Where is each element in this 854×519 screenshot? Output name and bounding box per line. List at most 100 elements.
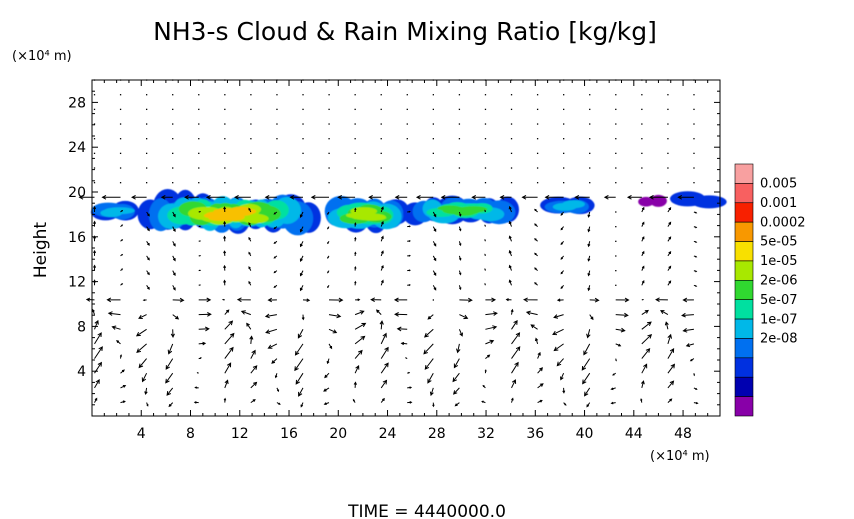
wind-vector xyxy=(485,325,498,330)
wind-vector xyxy=(101,194,121,200)
wind-vector xyxy=(146,226,150,232)
wind-vector xyxy=(144,387,148,396)
wind-vector xyxy=(328,328,338,334)
x-tick-label: 48 xyxy=(674,426,692,442)
wind-vector xyxy=(198,297,212,303)
wind-vector xyxy=(223,250,227,256)
wind-vector-dot xyxy=(328,123,330,125)
cloud-contour xyxy=(104,207,135,215)
wind-vector xyxy=(119,354,123,359)
wind-vector xyxy=(560,255,564,260)
wind-vector-dot xyxy=(667,108,669,111)
wind-vector-dot xyxy=(458,182,461,184)
wind-vector xyxy=(136,343,147,353)
wind-vector xyxy=(481,400,486,404)
wind-vector xyxy=(459,297,473,303)
wind-vector-dot xyxy=(224,152,226,155)
wind-vector-dot xyxy=(224,108,226,111)
wind-vector xyxy=(484,209,486,213)
wind-vector xyxy=(452,372,460,383)
wind-vector-dot xyxy=(510,138,513,140)
wind-vector xyxy=(534,208,538,213)
wind-vector xyxy=(146,285,150,290)
wind-vector xyxy=(693,284,698,287)
wind-vector xyxy=(224,346,234,359)
wind-vector-dot xyxy=(589,182,591,184)
wind-vector-dot xyxy=(432,152,434,155)
wind-vector-dot xyxy=(145,152,148,155)
wind-vector xyxy=(681,312,694,318)
wind-vector xyxy=(682,328,694,333)
cloud-contour xyxy=(358,214,387,221)
wind-vector-dot xyxy=(536,108,539,111)
wind-vector xyxy=(587,226,591,233)
wind-vector xyxy=(523,297,538,303)
wind-vector xyxy=(511,332,521,345)
wind-vector xyxy=(165,358,174,370)
wind-vector xyxy=(640,398,643,403)
wind-vector xyxy=(458,329,463,337)
y-tick-label: 12 xyxy=(68,275,86,291)
wind-vector-dot xyxy=(641,138,643,140)
wind-vector xyxy=(248,236,252,242)
wind-vector xyxy=(587,285,591,292)
wind-vector xyxy=(458,226,462,232)
wind-vector-dot xyxy=(328,138,330,140)
wind-vector xyxy=(484,268,486,271)
wind-vector xyxy=(655,297,668,303)
wind-vector xyxy=(106,297,121,303)
wind-vector xyxy=(380,362,389,374)
wind-vector-dot xyxy=(563,108,565,111)
wind-vector xyxy=(91,308,95,315)
wind-vector xyxy=(94,397,98,403)
wind-vector xyxy=(120,283,124,286)
wind-vector xyxy=(534,282,538,286)
wind-vector xyxy=(299,226,304,233)
wind-vector xyxy=(135,328,147,337)
wind-vector-dot xyxy=(484,108,487,111)
colorbar-swatch xyxy=(734,202,754,223)
wind-vector-dot xyxy=(93,123,96,125)
wind-vector-dot xyxy=(93,94,96,96)
wind-vector-dot xyxy=(667,167,669,169)
wind-vector xyxy=(224,332,235,345)
wind-vector xyxy=(693,270,698,273)
wind-vector-dot xyxy=(432,167,434,169)
wind-vector xyxy=(354,222,357,227)
wind-vector-dot xyxy=(458,152,461,155)
wind-vector-dot xyxy=(354,94,356,96)
wind-vector-dot xyxy=(615,255,617,257)
wind-vector xyxy=(224,320,234,330)
wind-vector xyxy=(667,363,676,374)
wind-vector xyxy=(380,379,388,389)
wind-vector-dot xyxy=(302,138,304,140)
wind-vector xyxy=(354,251,357,256)
wind-vector-dot xyxy=(536,182,539,184)
wind-vector xyxy=(120,385,127,389)
cloud-contour xyxy=(241,213,269,224)
wind-vector xyxy=(667,333,672,345)
wind-vector xyxy=(393,297,408,303)
wind-vector xyxy=(458,270,462,276)
wind-vector-dot xyxy=(563,94,565,96)
wind-vector xyxy=(544,194,564,200)
wind-vector xyxy=(485,339,495,345)
wind-vector-dot xyxy=(641,167,643,169)
colorbar-label: 0.005 xyxy=(760,177,797,192)
wind-vector xyxy=(326,358,330,365)
y-axis: 4 8 12 16 20 24 28 xyxy=(68,90,720,406)
wind-vector xyxy=(223,220,227,227)
wind-vector-dot xyxy=(250,123,252,125)
wind-vector-dot xyxy=(302,123,304,125)
wind-vector xyxy=(246,322,252,330)
wind-vector xyxy=(198,269,202,272)
wind-vector-dot xyxy=(589,94,591,96)
wind-vector-dot xyxy=(641,108,643,111)
wind-vector-dot xyxy=(380,138,382,140)
wind-vector xyxy=(693,255,698,258)
wind-vector xyxy=(93,279,97,286)
wind-vector xyxy=(508,205,512,213)
wind-vector xyxy=(166,387,174,396)
x-tick-label: 32 xyxy=(477,426,495,442)
wind-vector-dot xyxy=(458,123,461,125)
